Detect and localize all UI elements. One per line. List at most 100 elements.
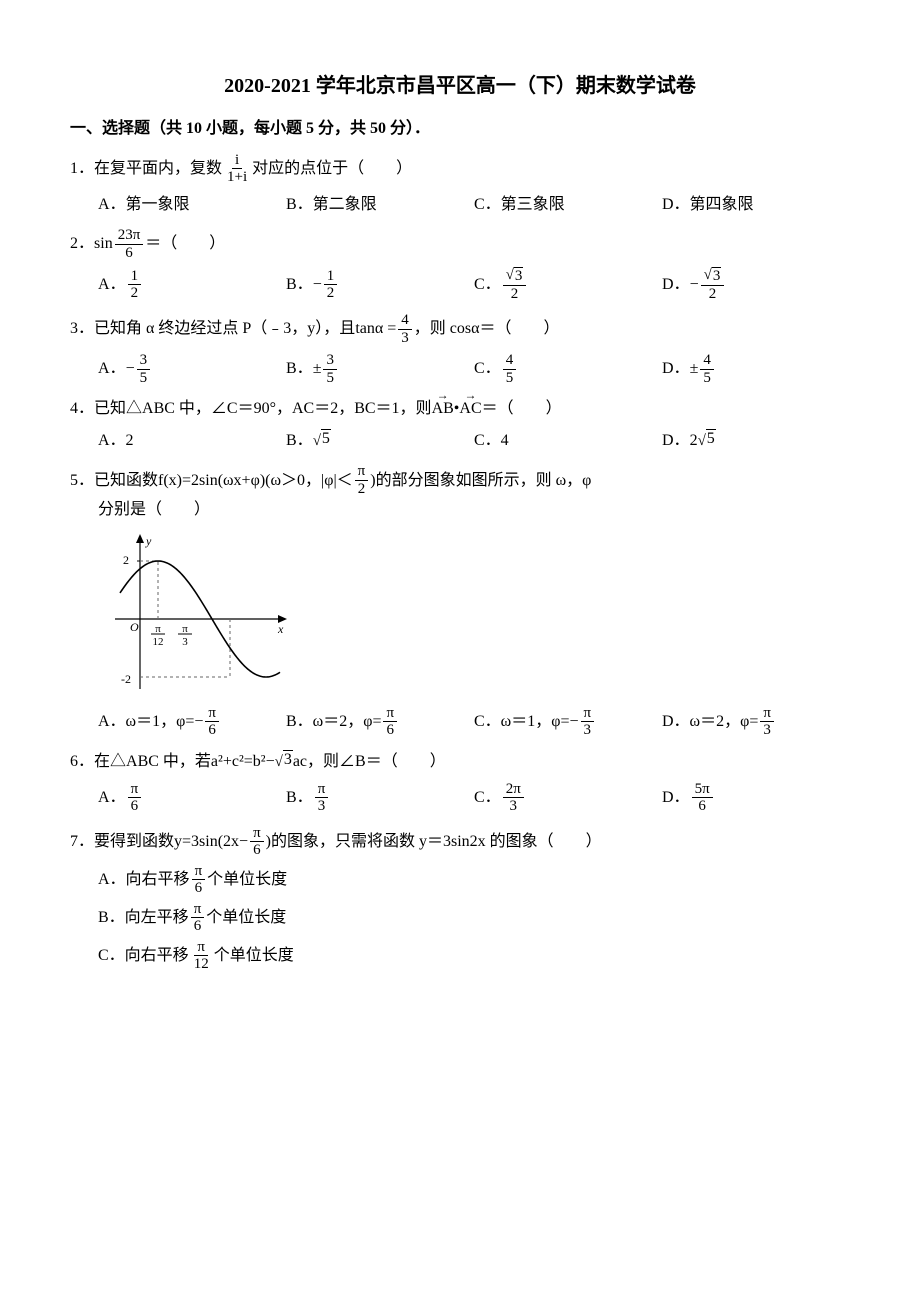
frac-num: π [383, 705, 397, 723]
choice-b: B．π3 [286, 781, 474, 815]
svg-text:2: 2 [123, 553, 129, 567]
frac-den: 6 [695, 798, 709, 815]
label: C． [474, 785, 501, 811]
frac-den: 2 [355, 481, 369, 498]
sqrt-icon: 5 [698, 429, 716, 453]
frac-num: π [315, 781, 329, 799]
frac-den: 5 [323, 370, 337, 387]
frac-num: 3 [503, 267, 527, 286]
choice-c: C．向右平移π12个单位长度 [98, 939, 850, 973]
q6-eq-r: ²+c²=b²− [218, 749, 275, 775]
vector-ac: AC [459, 396, 481, 422]
label: C． [474, 356, 501, 382]
frac: 32 [503, 267, 527, 302]
q5-pre: 已知函数f(x)=2sin(ωx+φ)(ω＞0，|φ|＜ [94, 468, 353, 494]
frac-num: 4 [503, 352, 517, 370]
label: D． [662, 785, 690, 811]
choice-c: C．ω＝1，φ=−π3 [474, 705, 662, 739]
qnum: 4． [70, 396, 94, 422]
qnum: 2． [70, 231, 94, 257]
choice-a: A．ω＝1，φ=−π6 [98, 705, 286, 739]
question-4: 4． 已知△ABC 中，∠C＝90°，AC＝2，BC＝1，则 AB • AC ＝… [70, 396, 850, 453]
svg-text:x: x [277, 622, 284, 636]
sign: − [569, 709, 578, 735]
q2-frac: 23π 6 [115, 227, 144, 261]
frac: 12 [128, 268, 142, 302]
choice-b: B． − 12 [286, 267, 474, 302]
q5-graph: 2-2π12π3Oyx [110, 529, 290, 699]
frac-den: 6 [122, 245, 136, 262]
frac: 35 [137, 352, 151, 386]
sqrt-icon: 3 [275, 750, 293, 774]
frac-num: 3 [701, 267, 725, 286]
frac-den: 6 [192, 880, 206, 897]
svg-text:π: π [182, 623, 188, 635]
choice-a: A．2 [98, 428, 286, 454]
sign: ± [313, 356, 322, 382]
choice-d: D．25 [662, 428, 850, 454]
q6-post: ，则∠B＝（ ） [307, 749, 446, 775]
label: B．ω＝2，φ= [286, 709, 381, 735]
q7-mid: )的图象，只需将函数 y＝3sin2x 的图象（ ） [266, 829, 602, 855]
frac: 32 [701, 267, 725, 302]
label: B． [286, 272, 313, 298]
frac-num: π [355, 463, 369, 481]
label: C． [474, 272, 501, 298]
sign: ± [690, 356, 699, 382]
svg-text:π: π [155, 623, 161, 635]
radicand: 5 [321, 429, 331, 448]
q1-fraction: i 1+i [224, 152, 250, 186]
frac-num: 1 [324, 268, 338, 286]
q6-pre: 在△ABC 中，若 [94, 749, 211, 775]
frac-den: 3 [315, 798, 329, 815]
choice-c: C．第三象限 [474, 192, 662, 218]
svg-text:-2: -2 [121, 672, 131, 686]
frac-num: π [194, 939, 208, 957]
radicand: 5 [706, 429, 716, 448]
frac-den: 5 [137, 370, 151, 387]
label: A． [98, 272, 126, 298]
q3-post: ，则 cosα＝（ ） [414, 316, 560, 342]
choice-c: C． 32 [474, 267, 662, 302]
frac-num: 2π [503, 781, 524, 799]
label: A． [98, 785, 126, 811]
q2-post: ＝（ ） [145, 231, 225, 257]
q1-text-post: 对应的点位于（ ） [252, 156, 412, 182]
svg-text:y: y [145, 534, 152, 548]
qnum: 1． [70, 156, 94, 182]
frac-den: 6 [128, 798, 142, 815]
radicand: 3 [283, 750, 293, 769]
choice-a: A．向右平移π6个单位长度 [98, 863, 850, 897]
sqrt-icon: 3 [506, 267, 524, 285]
sign: − [313, 272, 322, 298]
frac: 2π3 [503, 781, 524, 815]
choice-b: B．±35 [286, 352, 474, 386]
q1-text-pre: 在复平面内，复数 [94, 156, 222, 182]
frac-den: 3 [760, 722, 774, 739]
frac-num: 4 [700, 352, 714, 370]
choice-a: A．−35 [98, 352, 286, 386]
frac-den: 5 [503, 370, 517, 387]
choice-b: B．向左平移π6个单位长度 [98, 901, 850, 935]
frac-num: i [232, 152, 242, 170]
frac-den: 6 [205, 722, 219, 739]
frac-num: 4 [398, 312, 412, 330]
frac-num: π [250, 825, 264, 843]
frac: 12 [324, 268, 338, 302]
q5-post: )的部分图象如图所示，则 ω，φ [370, 468, 591, 494]
label: C．ω＝1，φ= [474, 709, 569, 735]
qnum: 6． [70, 749, 94, 775]
q6-tail: ac [293, 749, 307, 775]
qnum: 7． [70, 829, 94, 855]
sqrt-icon: 5 [313, 429, 331, 453]
label: A．ω＝1，φ= [98, 709, 194, 735]
frac-num: 5π [692, 781, 713, 799]
q5-line2: 分别是（ ） [98, 497, 850, 523]
svg-text:12: 12 [153, 636, 164, 648]
label: B．向左平移 [98, 905, 189, 931]
frac: 35 [323, 352, 337, 386]
frac: 5π6 [692, 781, 713, 815]
frac-den: 6 [191, 918, 205, 935]
label: D． [662, 356, 690, 382]
tail: 个单位长度 [207, 867, 287, 893]
